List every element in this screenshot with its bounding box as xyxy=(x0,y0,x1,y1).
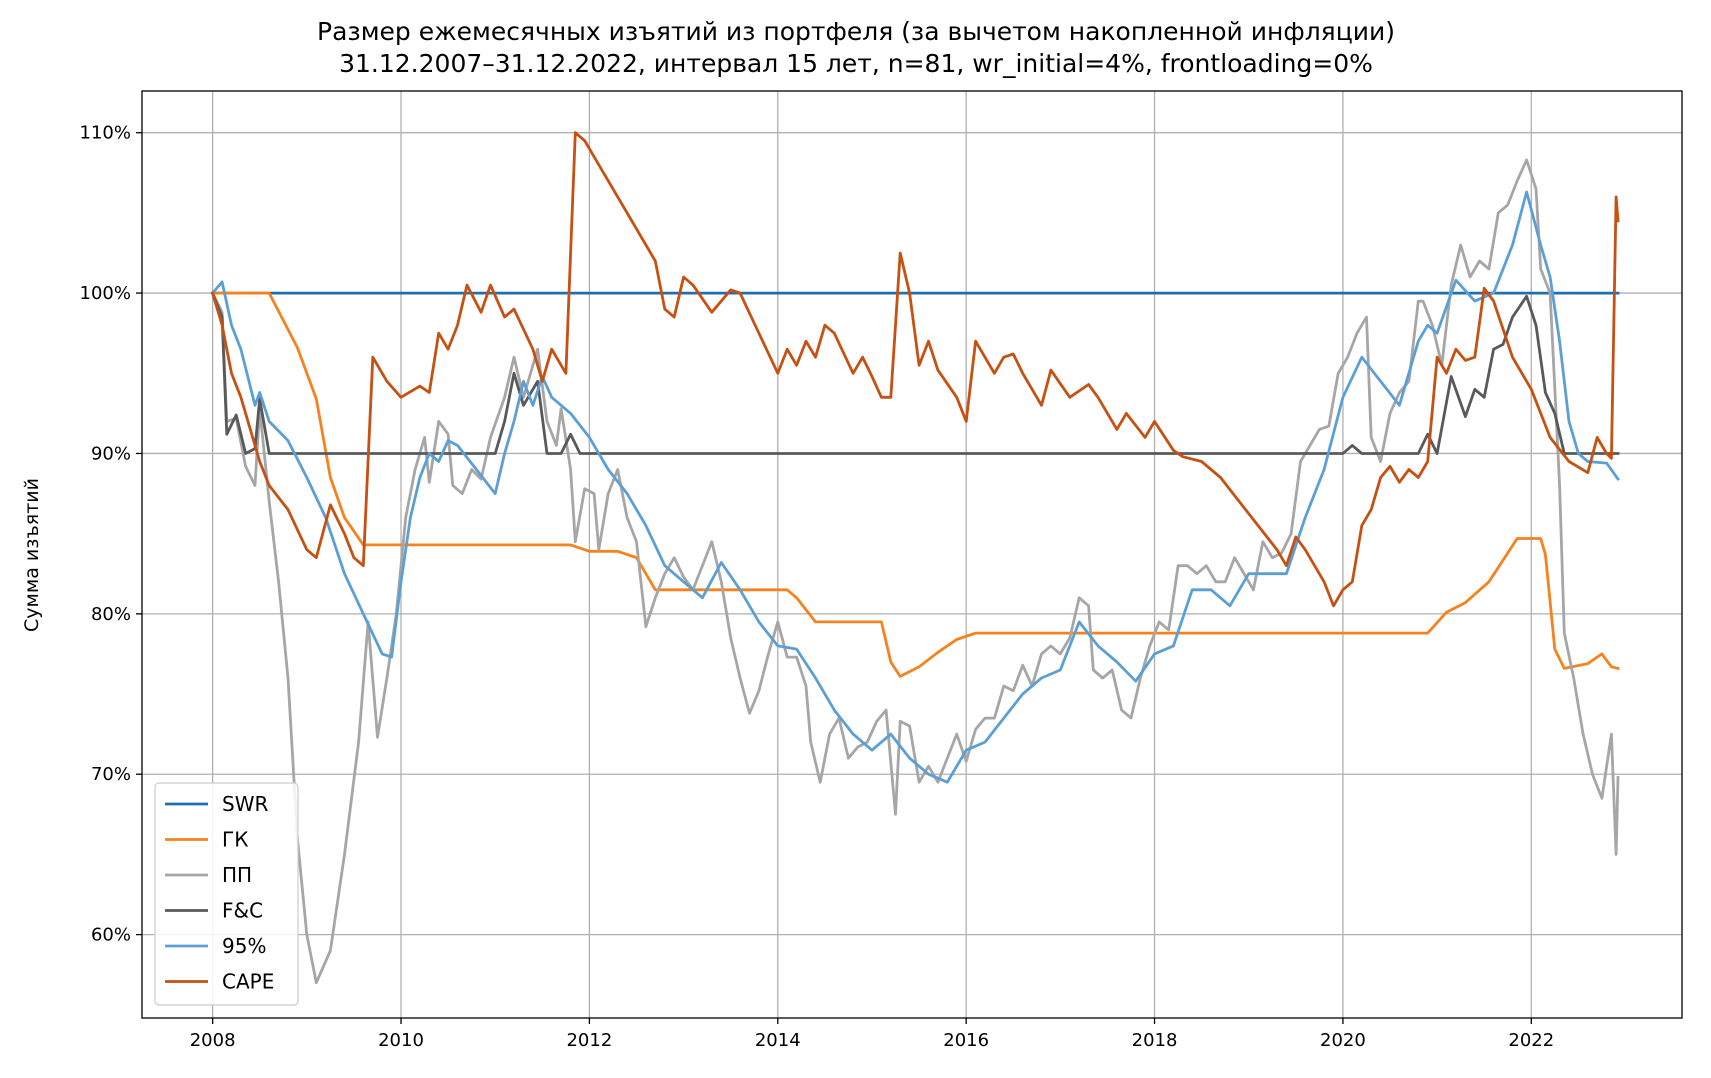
x-tick-label-2022: 2022 xyxy=(1508,1030,1554,1051)
y-tick-label-90%: 90% xyxy=(91,443,131,464)
grid-layer xyxy=(142,91,1682,1018)
series-line-6 xyxy=(210,131,1620,608)
x-tick-label-2014: 2014 xyxy=(755,1030,801,1051)
legend-label-5: 95% xyxy=(222,934,266,958)
chart-subtitle: 31.12.2007–31.12.2022, интервал 15 лет, … xyxy=(339,49,1373,78)
y-tick-label-70%: 70% xyxy=(91,764,131,785)
y-tick-label-60%: 60% xyxy=(91,925,131,946)
y-tick-label-100%: 100% xyxy=(80,283,131,304)
legend-label-4: F&C xyxy=(222,899,263,923)
series-line-5 xyxy=(210,190,1620,784)
x-tick-label-2020: 2020 xyxy=(1320,1030,1366,1051)
legend-label-2: ГК xyxy=(222,828,248,852)
legend-label-6: CAPE xyxy=(222,970,274,994)
series-line-2 xyxy=(211,291,1620,678)
x-tick-label-2016: 2016 xyxy=(943,1030,989,1051)
series-line-3 xyxy=(210,158,1620,985)
series-line-4 xyxy=(210,291,1620,455)
x-tick-label-2008: 2008 xyxy=(190,1030,236,1051)
series-layer xyxy=(210,131,1620,985)
axis-layer: 2008 2010 2012 2014 2016 2018 2020 2022 60% 70% 80… xyxy=(80,90,1683,1051)
chart-title: Размер ежемесячных изъятий из портфеля (… xyxy=(317,17,1395,46)
x-tick-label-2012: 2012 xyxy=(566,1030,612,1051)
y-tick-label-110%: 110% xyxy=(80,123,131,144)
x-tick-label-2010: 2010 xyxy=(378,1030,424,1051)
x-tick-label-2018: 2018 xyxy=(1132,1030,1178,1051)
legend-label-3: ПП xyxy=(222,863,252,887)
y-tick-label-80%: 80% xyxy=(91,604,131,625)
legend-label-1: SWR xyxy=(222,792,268,816)
y-axis-label: Сумма изъятий xyxy=(21,478,43,632)
legend: SWR ГК ПП F&C 95% CAPE xyxy=(154,782,299,1006)
plot-frame xyxy=(141,90,1683,1019)
